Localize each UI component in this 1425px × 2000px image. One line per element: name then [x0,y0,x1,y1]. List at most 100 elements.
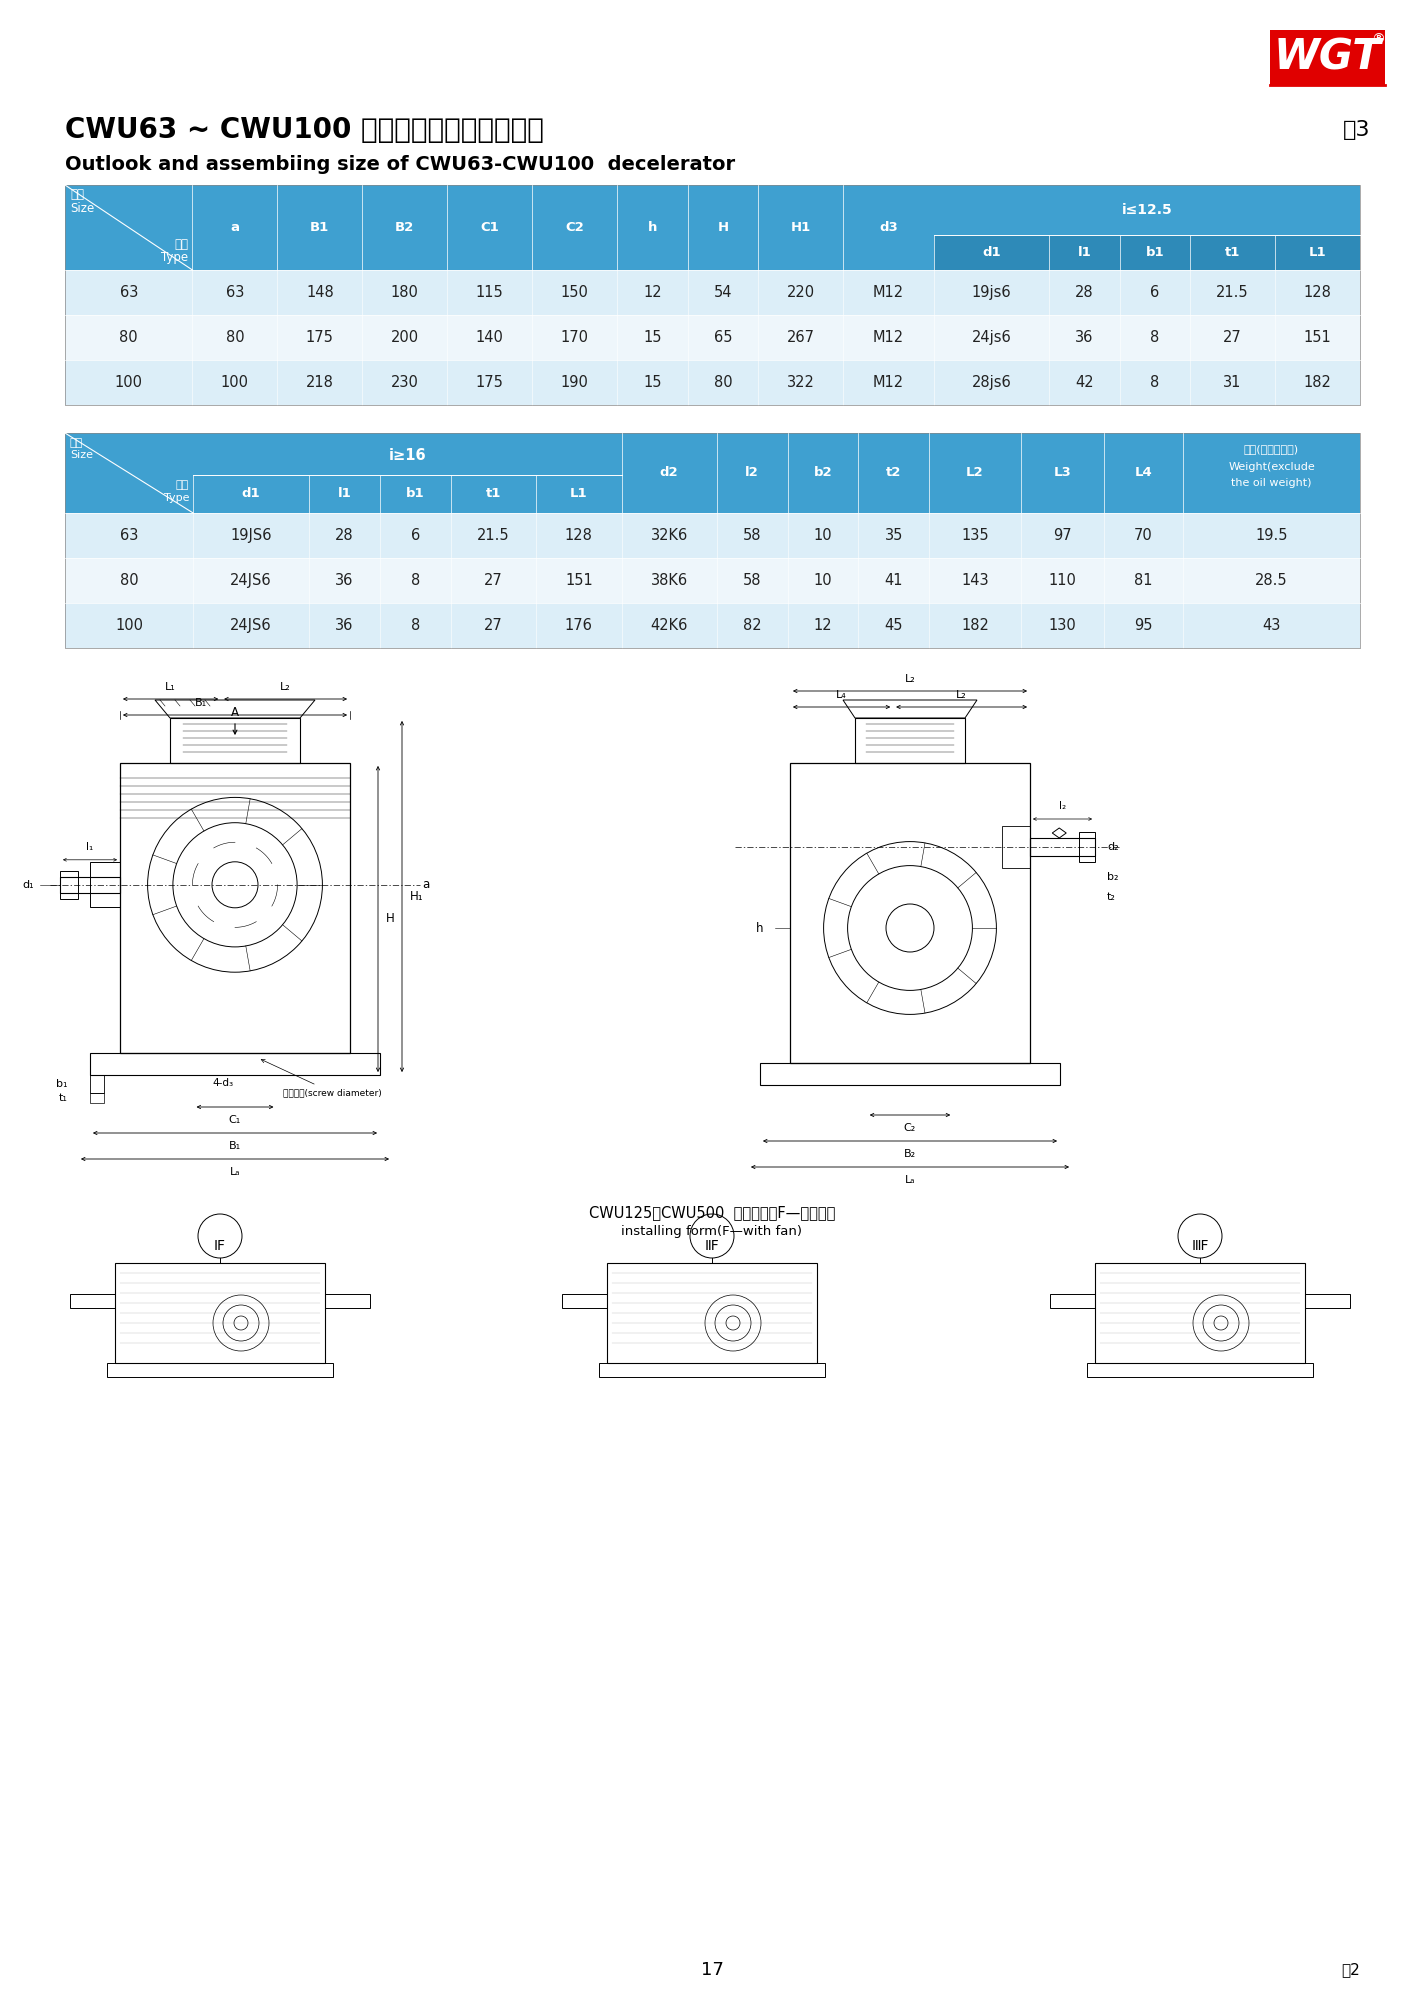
Text: C2: C2 [566,220,584,234]
Text: B₁: B₁ [194,698,207,708]
Text: t2: t2 [886,466,902,480]
Text: 110: 110 [1049,572,1076,588]
Text: L₂: L₂ [281,682,291,692]
Text: A: A [231,706,239,720]
Text: L4: L4 [1134,466,1153,480]
Text: L1: L1 [1308,246,1327,258]
Text: B1: B1 [311,220,329,234]
Text: C₁: C₁ [229,1116,241,1124]
Text: 15: 15 [643,376,661,390]
Text: 10: 10 [814,572,832,588]
FancyBboxPatch shape [66,512,1359,558]
Text: 28: 28 [335,528,353,542]
Text: 200: 200 [390,330,419,344]
FancyBboxPatch shape [66,270,1359,314]
Text: 115: 115 [476,284,503,300]
Text: d2: d2 [660,466,678,480]
Text: WGT: WGT [1273,36,1381,78]
Text: 182: 182 [1304,376,1331,390]
FancyBboxPatch shape [66,360,1359,404]
Text: 38K6: 38K6 [651,572,688,588]
Text: 218: 218 [306,376,333,390]
Text: 80: 80 [120,572,138,588]
Text: 17: 17 [701,1960,724,1980]
Text: 65: 65 [714,330,732,344]
Text: 220: 220 [787,284,815,300]
Text: B₁: B₁ [229,1140,241,1152]
Text: 36: 36 [335,618,353,632]
Text: 8: 8 [410,572,420,588]
Text: ⅢF: ⅢF [1191,1238,1208,1252]
Text: 322: 322 [787,376,815,390]
Text: 24JS6: 24JS6 [231,618,272,632]
Text: 8: 8 [1150,330,1160,344]
Text: 型号: 型号 [175,480,190,490]
Text: L1: L1 [570,488,587,500]
Text: l1: l1 [338,488,352,500]
Text: B₂: B₂ [903,1148,916,1160]
Text: 230: 230 [390,376,419,390]
Text: 6: 6 [410,528,420,542]
Text: 100: 100 [221,376,249,390]
Text: Size: Size [70,450,93,460]
Text: 35: 35 [885,528,903,542]
Text: 尺寸: 尺寸 [70,438,83,448]
Text: 27: 27 [485,572,503,588]
Text: 128: 128 [1304,284,1331,300]
Text: 图2: 图2 [1341,1962,1359,1978]
Text: 32K6: 32K6 [651,528,688,542]
Text: L₄: L₄ [836,690,846,700]
Text: 97: 97 [1053,528,1072,542]
Text: 4-d₃: 4-d₃ [212,1078,234,1088]
Text: M12: M12 [874,284,903,300]
Text: Lₐ: Lₐ [905,1174,915,1184]
Text: d3: d3 [879,220,898,234]
Text: 27: 27 [1223,330,1243,344]
Text: h: h [757,922,764,934]
Text: 80: 80 [225,330,244,344]
Text: L2: L2 [966,466,983,480]
Text: l2: l2 [745,466,760,480]
Text: 267: 267 [787,330,815,344]
Text: CWU63 ~ CWU100 型减速器外形及安装尺尸: CWU63 ~ CWU100 型减速器外形及安装尺尸 [66,116,544,144]
Text: 100: 100 [115,376,142,390]
Text: l₁: l₁ [87,842,94,852]
Text: Type: Type [161,252,188,264]
Text: 80: 80 [120,330,138,344]
Text: 41: 41 [885,572,903,588]
Text: M12: M12 [874,376,903,390]
Text: ⅡF: ⅡF [704,1238,720,1252]
Text: 6: 6 [1150,284,1160,300]
FancyBboxPatch shape [66,434,1359,512]
Text: Type: Type [164,492,190,502]
Text: 28js6: 28js6 [972,376,1012,390]
Text: t₂: t₂ [1107,892,1116,902]
Text: d₁: d₁ [23,880,34,890]
Text: b₁: b₁ [57,1080,68,1090]
Text: H: H [717,220,728,234]
Text: b1: b1 [406,488,425,500]
Text: 12: 12 [643,284,661,300]
Text: L₂: L₂ [905,674,915,684]
Text: Weight(exclude: Weight(exclude [1228,462,1315,472]
FancyBboxPatch shape [66,604,1359,648]
Text: d1: d1 [982,246,1000,258]
Text: 24JS6: 24JS6 [231,572,272,588]
Text: 43: 43 [1263,618,1281,632]
Text: Lₐ: Lₐ [229,1168,241,1176]
Text: b₂: b₂ [1107,872,1119,882]
Text: C1: C1 [480,220,499,234]
Text: 130: 130 [1049,618,1076,632]
Text: B2: B2 [395,220,415,234]
Text: ®: ® [1371,32,1385,46]
Text: M12: M12 [874,330,903,344]
Text: 尺寸: 尺寸 [70,188,84,202]
Text: H: H [386,912,395,926]
Text: 140: 140 [476,330,503,344]
Text: 100: 100 [115,618,142,632]
Text: 型号: 型号 [174,238,188,250]
Text: the oil weight): the oil weight) [1231,478,1312,488]
Text: 175: 175 [306,330,333,344]
FancyBboxPatch shape [66,314,1359,360]
Text: t1: t1 [1226,246,1240,258]
